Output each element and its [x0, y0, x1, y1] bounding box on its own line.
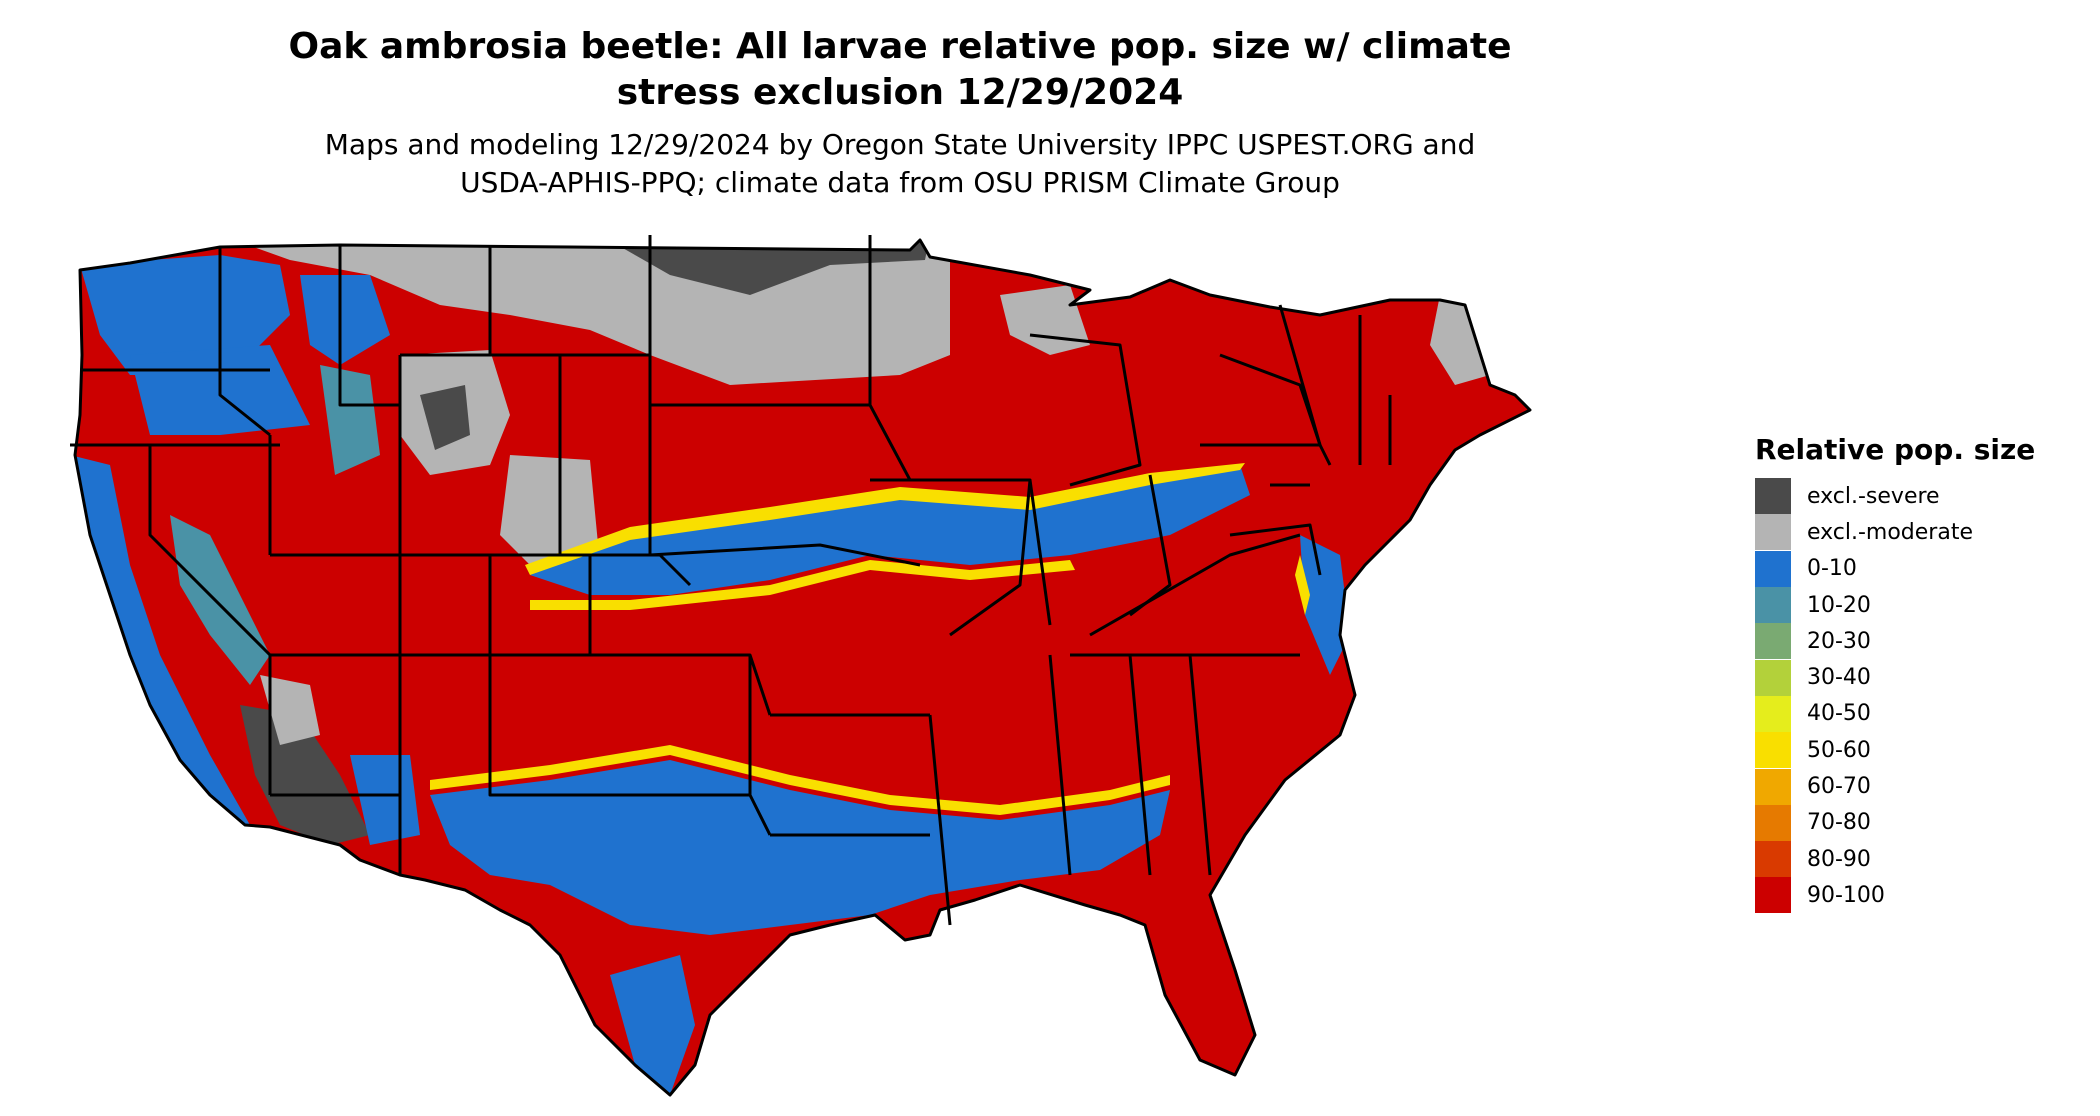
legend-item: 80-90 — [1755, 841, 2085, 878]
legend-item: 60-70 — [1755, 768, 2085, 805]
legend-label: excl.-moderate — [1807, 519, 1973, 545]
legend-title: Relative pop. size — [1755, 433, 2036, 466]
legend-items: excl.-severe excl.-moderate 0-10 10-20 2… — [1755, 478, 2085, 914]
legend-label: 60-70 — [1807, 774, 1871, 800]
legend-item: 10-20 — [1755, 587, 2085, 624]
us-choropleth-map — [70, 235, 1532, 1097]
legend-item: 0-10 — [1755, 550, 2085, 587]
legend-item: 90-100 — [1755, 877, 2085, 914]
legend-item: 70-80 — [1755, 804, 2085, 841]
legend-label: 70-80 — [1807, 810, 1871, 836]
legend-label: 50-60 — [1807, 737, 1871, 763]
legend-swatch — [1755, 659, 1791, 696]
title-line-1: Oak ambrosia beetle: All larvae relative… — [288, 26, 1512, 67]
legend: Relative pop. size excl.-severe excl.-mo… — [1755, 432, 2085, 914]
map-subtitle: Maps and modeling 12/29/2024 by Oregon S… — [150, 126, 1650, 202]
legend-label: 30-40 — [1807, 665, 1871, 691]
legend-item: 30-40 — [1755, 659, 2085, 696]
legend-label: 80-90 — [1807, 846, 1871, 872]
legend-item: excl.-severe — [1755, 478, 2085, 515]
legend-label: 20-30 — [1807, 628, 1871, 654]
legend-label: 90-100 — [1807, 882, 1885, 908]
legend-label: excl.-severe — [1807, 483, 1940, 509]
map-title: Oak ambrosia beetle: All larvae relative… — [150, 24, 1650, 116]
subtitle-line-1: Maps and modeling 12/29/2024 by Oregon S… — [324, 128, 1476, 161]
legend-swatch — [1755, 623, 1791, 660]
legend-item: 20-30 — [1755, 623, 2085, 660]
legend-label: 40-50 — [1807, 701, 1871, 727]
legend-item: 50-60 — [1755, 732, 2085, 769]
subtitle-line-2: USDA-APHIS-PPQ; climate data from OSU PR… — [460, 166, 1340, 199]
legend-swatch — [1755, 768, 1791, 805]
legend-swatch — [1755, 841, 1791, 878]
title-line-2: stress exclusion 12/29/2024 — [616, 72, 1184, 113]
legend-item: 40-50 — [1755, 695, 2085, 732]
legend-swatch — [1755, 695, 1791, 732]
legend-swatch — [1755, 877, 1791, 914]
legend-label: 0-10 — [1807, 556, 1857, 582]
legend-item: excl.-moderate — [1755, 514, 2085, 551]
legend-swatch — [1755, 587, 1791, 624]
legend-label: 10-20 — [1807, 592, 1871, 618]
legend-swatch — [1755, 804, 1791, 841]
legend-swatch — [1755, 478, 1791, 515]
legend-swatch — [1755, 550, 1791, 587]
legend-swatch — [1755, 732, 1791, 769]
legend-swatch — [1755, 514, 1791, 551]
